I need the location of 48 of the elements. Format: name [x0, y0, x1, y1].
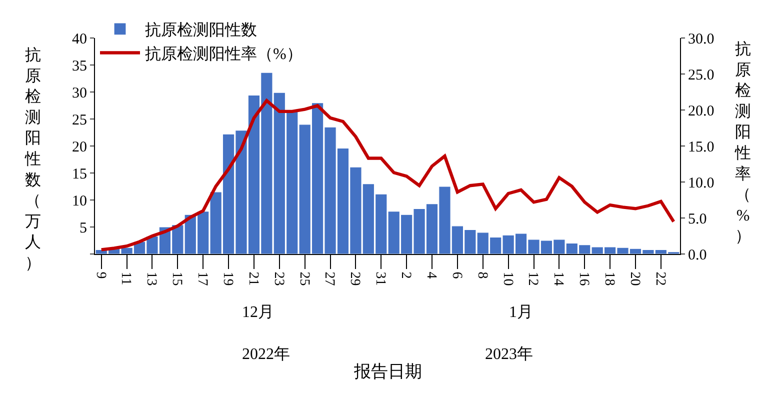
x-tick-label: 2: [398, 272, 414, 279]
x-tick-label: 10: [500, 272, 515, 286]
text: 报告日期: [353, 362, 422, 381]
x-tick-label: 13: [144, 272, 159, 286]
text: 2022年: [242, 346, 290, 363]
y2-tick-label: 0.0: [688, 247, 707, 264]
x-tick-label: 22: [652, 272, 668, 286]
x-tick-label: 11: [118, 272, 134, 286]
line-series: [100, 99, 676, 252]
x-tick-label: 6: [448, 272, 464, 279]
y-tick-label: 10: [72, 193, 87, 210]
x-tick-label: 19: [220, 272, 235, 286]
y2-tick-label: 5.0: [688, 211, 707, 228]
text: 抗原检测阳性率（%）: [735, 41, 751, 246]
x-tick-label: 21: [245, 272, 260, 286]
x-tick-label: 18: [602, 272, 616, 286]
legend-label: 抗原检测阳性率（%）: [145, 45, 302, 64]
x-tick-label: 4: [423, 272, 438, 279]
x-tick-label: 9: [92, 272, 108, 279]
y-tick-label: 35: [72, 58, 87, 74]
x-tick-label: 20: [626, 272, 642, 286]
y2-tick-label: 20.0: [688, 103, 714, 120]
y2-tick-label: 15.0: [688, 139, 714, 156]
x-tick-label: 31: [372, 272, 388, 286]
y-tick-label: 15: [72, 166, 87, 182]
y-tick-label: 5: [80, 220, 87, 236]
text: 1月: [509, 304, 533, 321]
y2-tick-label: 25.0: [688, 67, 714, 84]
text: 2023年: [485, 346, 533, 363]
x-tick-label: 8: [474, 272, 490, 279]
x-tick-label: 23: [270, 272, 286, 286]
legend-label: 抗原检测阳性数: [145, 21, 257, 40]
text: 12月: [242, 304, 274, 321]
x-tick-label: 27: [322, 272, 337, 286]
x-tick-label: 16: [576, 272, 592, 286]
x-tick-label: 17: [194, 272, 210, 286]
y-tick-label: 20: [72, 139, 87, 156]
x-tick-label: 14: [550, 272, 566, 286]
y-tick-label: 30: [72, 85, 87, 102]
y-tick-label: 40: [72, 31, 87, 48]
y-tick-label: 25: [72, 112, 87, 128]
x-tick-label: 25: [296, 272, 312, 286]
x-tick-label: 29: [347, 272, 362, 286]
x-tick-label: 12: [525, 272, 540, 286]
y2-tick-label: 10.0: [688, 175, 714, 192]
y2-tick-label: 30.0: [688, 31, 714, 48]
text: 抗原检测阳性数（万人）: [25, 47, 41, 272]
x-tick-label: 15: [169, 272, 184, 286]
